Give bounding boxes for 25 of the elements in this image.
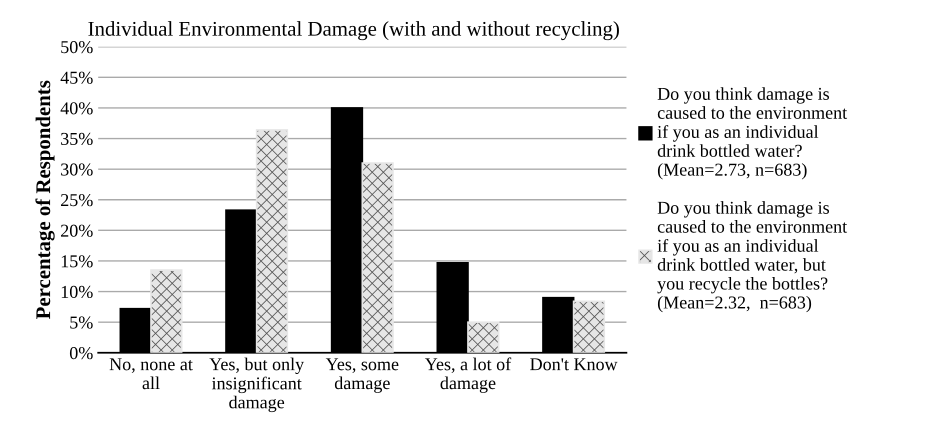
x-tick-label: No, none at all <box>110 358 193 390</box>
y-tick-label: 15% <box>62 255 93 268</box>
y-tick-label: 10% <box>62 286 93 298</box>
bar <box>150 269 182 353</box>
y-tick-label: 40% <box>60 102 93 114</box>
y-tick-label: 35% <box>61 132 93 146</box>
y-tick-label: 25% <box>61 194 93 206</box>
y-tick-label: 5% <box>70 316 93 329</box>
bar <box>467 321 500 353</box>
chart-title: Individual Environmental Damage (with and without recycling) <box>88 21 619 40</box>
y-tick-label: 20% <box>61 224 93 237</box>
y-axis-title: Percentage of Respondents <box>35 80 55 319</box>
legend-label: Do you think damage is caused to the environment if you as an individual drink bottled water, but you recycle the bottles? (Mean=2.32, n=683) <box>657 201 848 312</box>
x-tick-label: Yes, but only insignificant damage <box>209 358 304 412</box>
legend-label: Do you think damage is caused to the environment if you as an individual drink bottled water? (Mean=2.73, n=683) <box>658 87 848 180</box>
y-tick-label: 30% <box>61 163 93 176</box>
y-tick-label: 50% <box>61 41 93 54</box>
y-tick-label: 45% <box>60 72 93 84</box>
y-tick-label: 0% <box>70 347 93 360</box>
bar <box>572 300 606 353</box>
x-tick-label: Yes, a lot of damage <box>424 357 512 393</box>
x-tick-label: Don't Know <box>530 358 618 370</box>
bar <box>256 129 288 353</box>
x-tick-label: Yes, some damage <box>326 358 398 393</box>
bar <box>361 162 394 353</box>
